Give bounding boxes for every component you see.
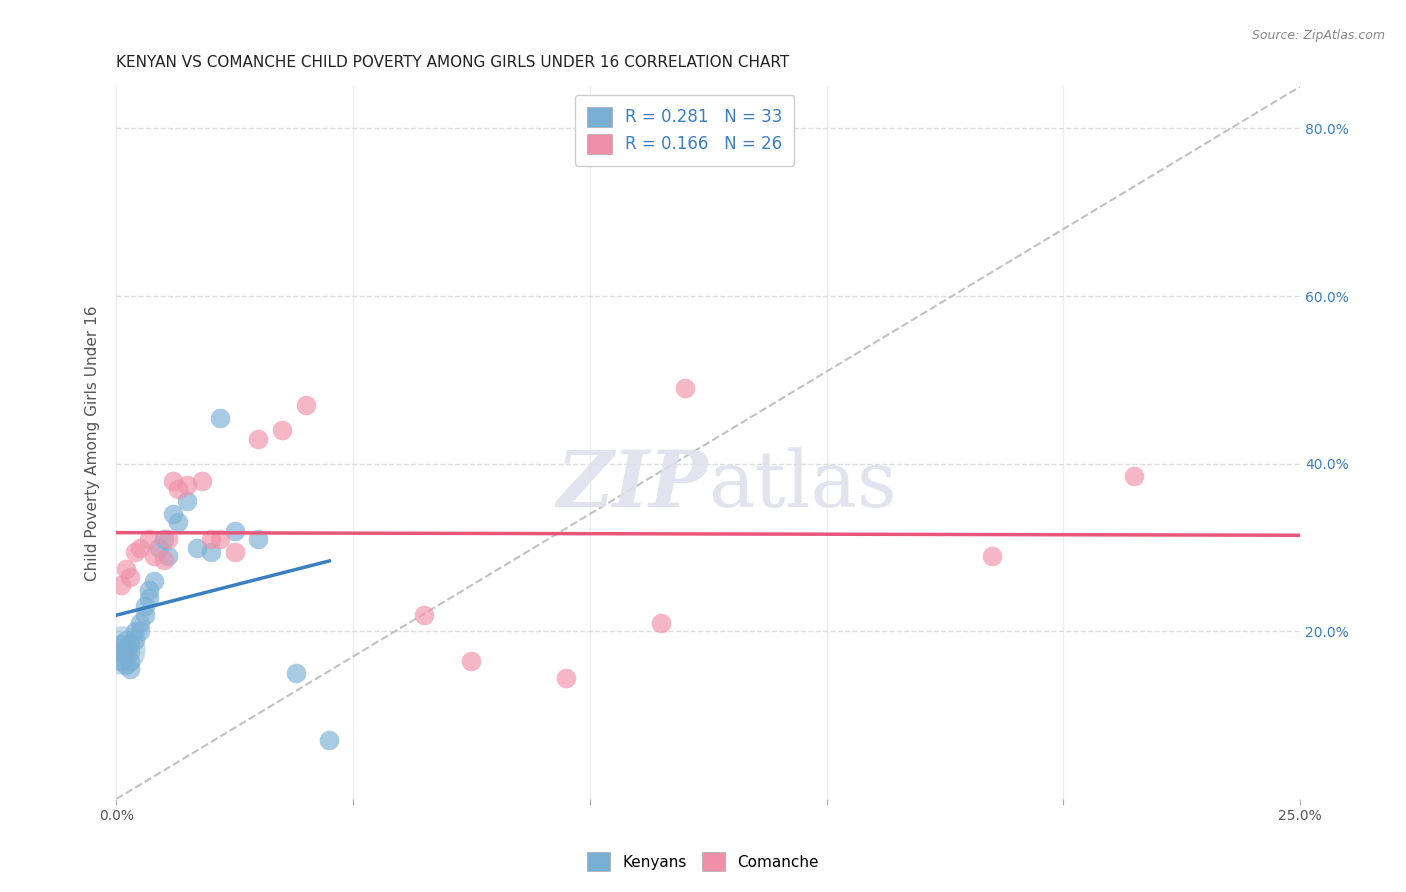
Text: atlas: atlas — [709, 448, 897, 524]
Point — [157, 533, 180, 547]
Point — [114, 561, 136, 575]
Text: Source: ZipAtlas.com: Source: ZipAtlas.com — [1251, 29, 1385, 42]
Point — [134, 599, 156, 614]
Point — [981, 549, 1004, 563]
Point — [114, 641, 136, 656]
Point — [129, 624, 152, 639]
Point — [460, 654, 482, 668]
Point — [209, 410, 232, 425]
Point — [124, 624, 146, 639]
Point — [1123, 469, 1146, 483]
Legend: Kenyans, Comanche: Kenyans, Comanche — [581, 847, 825, 877]
Point — [318, 733, 340, 747]
Point — [129, 615, 152, 630]
Point — [114, 649, 136, 664]
Point — [110, 643, 132, 657]
Point — [114, 657, 136, 672]
Point — [152, 533, 174, 547]
Point — [166, 482, 188, 496]
Point — [224, 524, 246, 538]
Point — [650, 615, 672, 630]
Point — [224, 545, 246, 559]
Point — [110, 645, 132, 659]
Point — [555, 671, 578, 685]
Point — [285, 666, 308, 681]
Point — [200, 533, 222, 547]
Point — [120, 662, 142, 676]
Point — [124, 632, 146, 647]
Point — [271, 423, 294, 437]
Point — [186, 541, 208, 555]
Text: ZIP: ZIP — [557, 447, 709, 524]
Point — [120, 645, 142, 659]
Point — [120, 637, 142, 651]
Point — [157, 549, 180, 563]
Point — [120, 570, 142, 584]
Point — [162, 507, 184, 521]
Point — [166, 516, 188, 530]
Text: KENYAN VS COMANCHE CHILD POVERTY AMONG GIRLS UNDER 16 CORRELATION CHART: KENYAN VS COMANCHE CHILD POVERTY AMONG G… — [117, 55, 790, 70]
Point — [247, 432, 270, 446]
Point — [209, 533, 232, 547]
Point — [143, 549, 166, 563]
Y-axis label: Child Poverty Among Girls Under 16: Child Poverty Among Girls Under 16 — [86, 305, 100, 581]
Point — [138, 591, 160, 605]
Point — [138, 533, 160, 547]
Point — [138, 582, 160, 597]
Point — [152, 553, 174, 567]
Point — [148, 541, 170, 555]
Point — [120, 654, 142, 668]
Point — [129, 541, 152, 555]
Point — [190, 474, 212, 488]
Point — [247, 533, 270, 547]
Point — [294, 398, 316, 412]
Point — [124, 545, 146, 559]
Point — [176, 477, 198, 491]
Point — [176, 494, 198, 508]
Point — [162, 474, 184, 488]
Point — [110, 578, 132, 592]
Legend: R = 0.281   N = 33, R = 0.166   N = 26: R = 0.281 N = 33, R = 0.166 N = 26 — [575, 95, 794, 166]
Point — [200, 545, 222, 559]
Point — [413, 607, 436, 622]
Point — [134, 607, 156, 622]
Point — [110, 654, 132, 668]
Point — [143, 574, 166, 588]
Point — [673, 381, 696, 395]
Point — [110, 637, 132, 651]
Point — [114, 632, 136, 647]
